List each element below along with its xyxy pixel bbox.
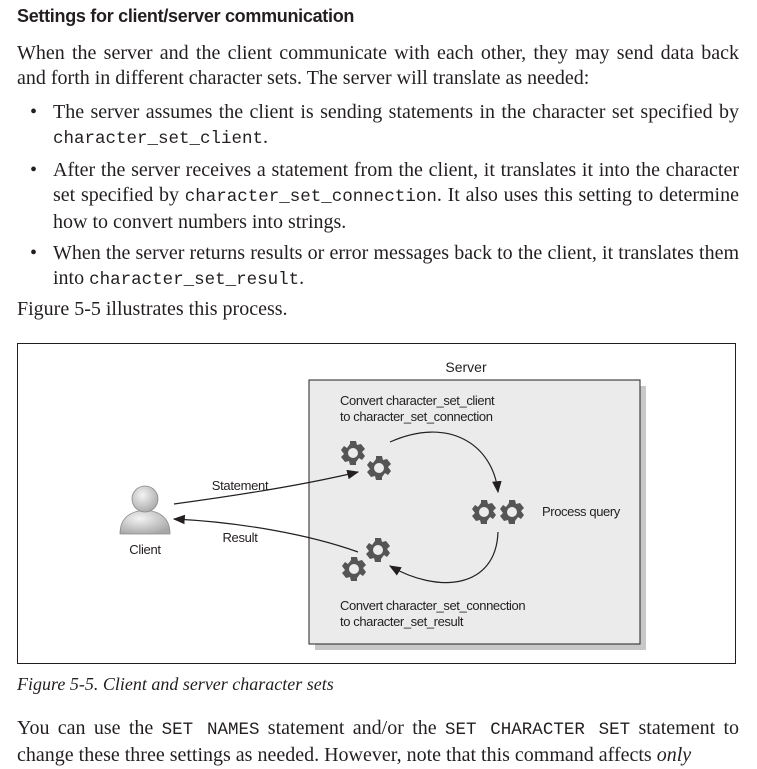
bullet-dot: • bbox=[30, 159, 38, 181]
user-icon bbox=[119, 485, 171, 535]
arrow-to-process bbox=[389, 431, 502, 494]
inline-code: SET NAMES bbox=[161, 720, 260, 740]
emphasis: only bbox=[656, 744, 692, 766]
inline-code: character_set_connection bbox=[184, 187, 437, 207]
bullet-dot: • bbox=[30, 242, 38, 264]
arrow-to-result bbox=[388, 531, 499, 584]
figure-5-5: Server Convert character_set_client to c… bbox=[17, 343, 736, 664]
result-label: Result bbox=[222, 530, 258, 545]
bullet-item: • The server assumes the client is sendin… bbox=[30, 101, 739, 149]
convert-bottom-line1: Convert character_set_connection bbox=[340, 598, 525, 613]
convert-top-line2: to character_set_connection bbox=[340, 409, 493, 424]
inline-code: character_set_result bbox=[89, 270, 300, 290]
inline-code: character_set_client bbox=[53, 129, 264, 149]
convert-bottom-line2: to character_set_result bbox=[340, 614, 464, 629]
client-label: Client bbox=[129, 542, 161, 557]
server-label: Server bbox=[445, 359, 487, 375]
figure-reference: Figure 5-5 illustrates this process. bbox=[17, 298, 288, 320]
bullet-list: • The server assumes the client is sendin… bbox=[17, 100, 739, 299]
inline-code: SET CHARACTER SET bbox=[444, 720, 631, 740]
closing-paragraph: You can use the SET NAMES statement and/… bbox=[17, 717, 740, 766]
diagram: Server Convert character_set_client to c… bbox=[119, 359, 646, 650]
convert-top-line1: Convert character_set_client bbox=[340, 393, 495, 408]
bullet-item: • When the server returns results or erro… bbox=[30, 242, 739, 290]
result-arrow bbox=[172, 514, 359, 553]
statement-label: Statement bbox=[212, 478, 269, 493]
figure-caption: Figure 5-5. Client and server character … bbox=[17, 674, 334, 694]
bullet-item: • After the server receives a statement f… bbox=[30, 159, 739, 233]
statement-arrow bbox=[173, 469, 360, 505]
intro-paragraph: When the server and the client communica… bbox=[17, 42, 739, 89]
process-query-label: Process query bbox=[542, 504, 621, 519]
section-heading: Settings for client/server communication bbox=[17, 6, 355, 26]
bullet-dot: • bbox=[30, 101, 38, 123]
